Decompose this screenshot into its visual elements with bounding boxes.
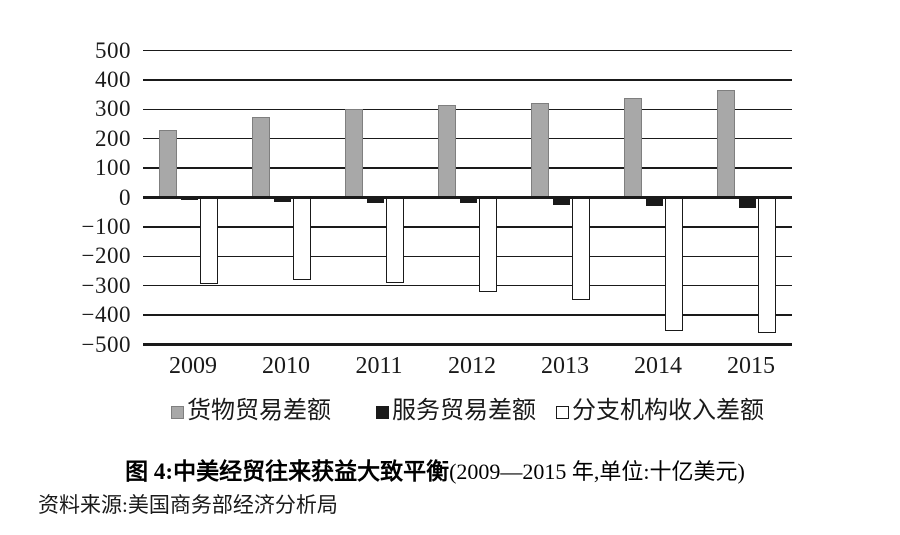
bar-goods-trade-balance-2012 bbox=[438, 104, 456, 198]
gridline--300 bbox=[143, 284, 792, 287]
gridline-300 bbox=[143, 108, 792, 111]
figure-caption-note: (2009—2015 年,单位:十亿美元) bbox=[449, 459, 745, 484]
y-axis-tick-label: 400 bbox=[95, 66, 131, 92]
x-axis-label-2013: 2013 bbox=[541, 353, 589, 379]
x-axis-label-2011: 2011 bbox=[355, 353, 403, 379]
legend-swatch-services-icon bbox=[376, 405, 389, 419]
bar-branch-income-balance-2009 bbox=[200, 197, 218, 285]
legend-label-goods: 货物贸易差额 bbox=[187, 398, 331, 424]
legend-label-services: 服务贸易差额 bbox=[392, 398, 536, 424]
x-axis-label-2014: 2014 bbox=[634, 353, 682, 379]
legend-swatch-goods-icon bbox=[171, 405, 184, 419]
gridline--100 bbox=[143, 226, 792, 228]
bar-goods-trade-balance-2014 bbox=[624, 97, 642, 198]
y-axis-tick-label: 100 bbox=[95, 155, 131, 181]
figure-caption: 图 4:中美经贸往来获益大致平衡(2009—2015 年,单位:十亿美元) bbox=[0, 452, 870, 486]
legend-item-goods: 货物贸易差额 bbox=[171, 396, 331, 426]
bar-branch-income-balance-2013 bbox=[572, 197, 590, 301]
bar-goods-trade-balance-2011 bbox=[345, 109, 363, 198]
bar-branch-income-balance-2012 bbox=[479, 197, 497, 292]
chart-legend: 货物贸易差额 服务贸易差额 分支机构收入差额 bbox=[143, 396, 792, 426]
bar-goods-trade-balance-2013 bbox=[531, 103, 549, 198]
y-axis-tick-label: −500 bbox=[81, 331, 131, 357]
bar-branch-income-balance-2014 bbox=[665, 197, 683, 332]
gridline--200 bbox=[143, 255, 792, 258]
gridline--500 bbox=[143, 343, 792, 346]
gridline-100 bbox=[143, 167, 792, 169]
zero-axis-line bbox=[143, 196, 792, 199]
x-axis-label-2009: 2009 bbox=[169, 353, 217, 379]
x-axis-label-2010: 2010 bbox=[262, 353, 310, 379]
bar-branch-income-balance-2015 bbox=[758, 197, 776, 333]
gridline-500 bbox=[143, 49, 792, 52]
y-axis-tick-label: 200 bbox=[95, 125, 131, 151]
legend-label-branch-income: 分支机构收入差额 bbox=[572, 398, 764, 424]
bar-services-trade-balance-2015 bbox=[738, 197, 756, 208]
y-axis-tick-label: −400 bbox=[81, 302, 131, 328]
source-note: 资料来源:美国商务部经济分析局 bbox=[38, 493, 338, 517]
y-axis-tick-label: 500 bbox=[95, 37, 131, 63]
bar-branch-income-balance-2010 bbox=[293, 197, 311, 280]
bar-goods-trade-balance-2010 bbox=[252, 116, 270, 198]
y-axis-tick-label: −200 bbox=[81, 243, 131, 269]
gridline-200 bbox=[143, 137, 792, 140]
bar-goods-trade-balance-2015 bbox=[717, 90, 735, 198]
x-axis-label-2015: 2015 bbox=[727, 353, 775, 379]
y-axis-tick-label: −300 bbox=[81, 272, 131, 298]
y-axis-tick-label: 300 bbox=[95, 96, 131, 122]
y-axis-tick-label: −100 bbox=[81, 213, 131, 239]
gridline--400 bbox=[143, 314, 792, 316]
bar-goods-trade-balance-2009 bbox=[159, 129, 177, 198]
y-axis-tick-label: 0 bbox=[119, 184, 131, 210]
figure-caption-title: 图 4:中美经贸往来获益大致平衡 bbox=[125, 459, 450, 484]
gridline-400 bbox=[143, 79, 792, 81]
legend-item-services: 服务贸易差额 bbox=[376, 396, 536, 426]
legend-swatch-branch-income-icon bbox=[556, 405, 569, 419]
bar-branch-income-balance-2011 bbox=[386, 197, 404, 283]
x-axis-label-2012: 2012 bbox=[448, 353, 496, 379]
legend-item-branch-income: 分支机构收入差额 bbox=[556, 396, 764, 426]
